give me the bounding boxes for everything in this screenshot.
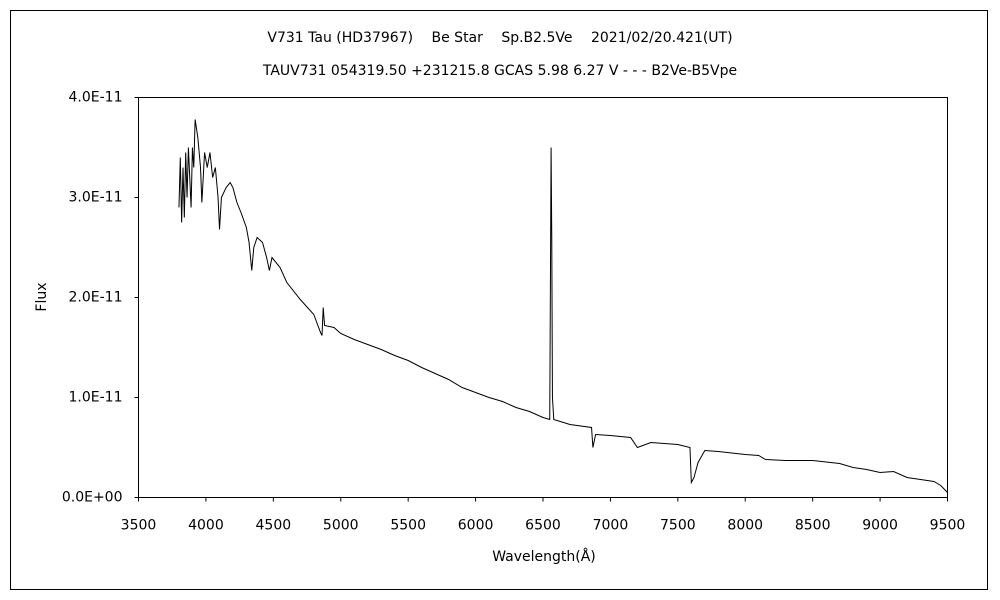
x-tick-label: 4000 bbox=[188, 518, 224, 534]
x-tick-label: 9500 bbox=[930, 518, 966, 534]
y-tick-label: 0.0E+00 bbox=[62, 490, 123, 506]
outer-frame bbox=[10, 10, 988, 590]
spectrum-line bbox=[178, 119, 948, 493]
x-tick-label: 3500 bbox=[121, 518, 157, 534]
y-tick-label: 2.0E-11 bbox=[69, 290, 123, 306]
y-tick-label: 1.0E-11 bbox=[69, 390, 123, 406]
x-tick-label: 5000 bbox=[323, 518, 359, 534]
x-tick-label: 8000 bbox=[727, 518, 763, 534]
x-tick-label: 4500 bbox=[256, 518, 292, 534]
x-tick-label: 7500 bbox=[660, 518, 696, 534]
y-tick-label: 3.0E-11 bbox=[69, 190, 123, 206]
chart-title: V731 Tau (HD37967) Be Star Sp.B2.5Ve 202… bbox=[267, 30, 732, 46]
y-tick-label: 4.0E-11 bbox=[69, 90, 123, 106]
y-axis-label: Flux bbox=[34, 282, 50, 311]
x-tick-label: 5500 bbox=[390, 518, 426, 534]
x-tick-label: 7000 bbox=[593, 518, 629, 534]
x-axis-label: Wavelength(Å) bbox=[492, 548, 596, 565]
x-tick-label: 9000 bbox=[862, 518, 898, 534]
x-tick-label: 6000 bbox=[458, 518, 494, 534]
chart-subtitle: TAUV731 054319.50 +231215.8 GCAS 5.98 6.… bbox=[262, 63, 737, 79]
x-tick-label: 8500 bbox=[795, 518, 831, 534]
x-tick-label: 6500 bbox=[525, 518, 561, 534]
plot-frame bbox=[138, 97, 948, 498]
